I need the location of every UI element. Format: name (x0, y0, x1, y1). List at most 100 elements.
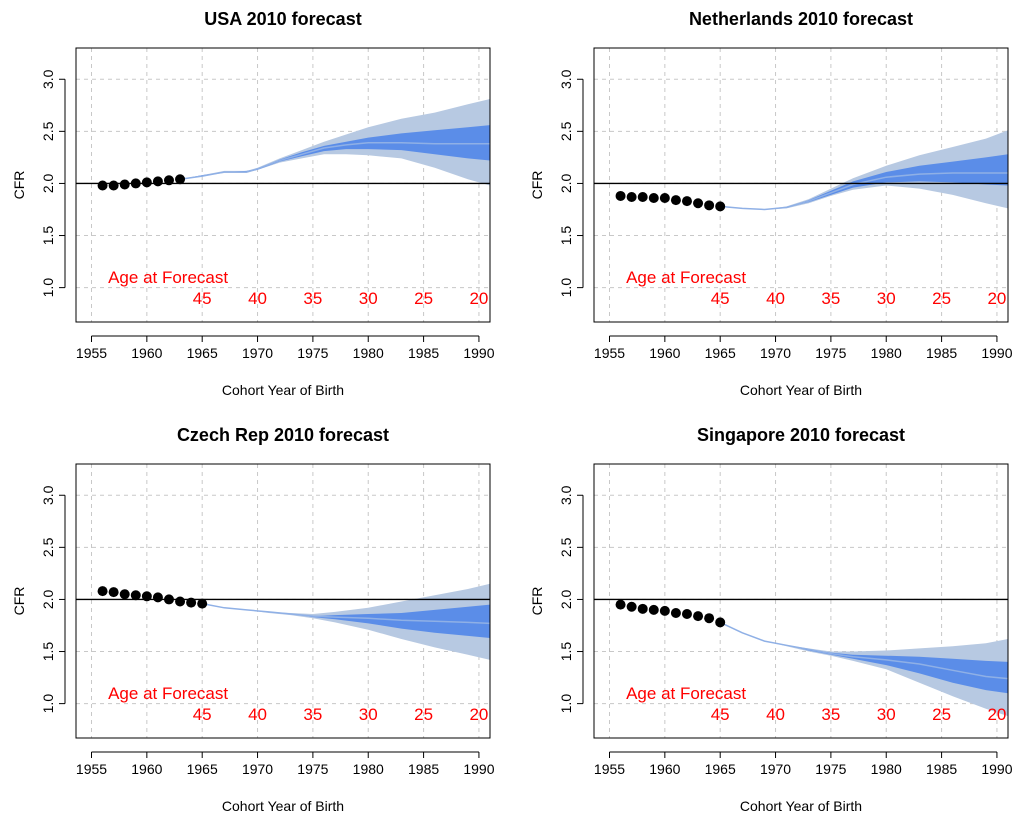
observed-point (141, 177, 152, 188)
observed-point (637, 191, 648, 202)
x-tick-label: 1975 (815, 761, 846, 777)
x-tick-label: 1965 (705, 345, 736, 361)
observed-point (681, 609, 692, 620)
age-value-label: 20 (987, 705, 1006, 724)
observed-point (108, 587, 119, 598)
y-tick-label: 3.0 (40, 485, 56, 505)
x-tick-label: 1990 (463, 761, 494, 777)
observed-point (704, 200, 715, 211)
x-tick-label: 1980 (353, 761, 384, 777)
plot-frame (75, 463, 491, 739)
observed-point (659, 605, 670, 616)
age-value-label: 20 (469, 705, 488, 724)
x-tick-label: 1955 (76, 345, 107, 361)
age-value-label: 30 (877, 705, 896, 724)
observed-point (715, 201, 726, 212)
x-tick-label: 1990 (463, 345, 494, 361)
observed-point (670, 607, 681, 618)
y-tick-label: 2.0 (558, 173, 574, 193)
observed-point (648, 193, 659, 204)
observed-point (715, 617, 726, 628)
observed-point (130, 178, 141, 189)
y-tick-label: 1.0 (40, 278, 56, 298)
y-tick-label: 1.5 (558, 226, 574, 246)
panel-3: Singapore 2010 forecast Age at Forecast 45… (529, 425, 1013, 814)
y-tick-label: 2.5 (558, 537, 574, 557)
x-axis-label: Cohort Year of Birth (740, 382, 862, 398)
age-value-label: 30 (359, 705, 378, 724)
x-tick-label: 1955 (594, 761, 625, 777)
age-value-label: 45 (193, 705, 212, 724)
inner-forecast-band (202, 603, 490, 638)
outer-forecast-band (180, 99, 490, 186)
observed-point (97, 586, 108, 597)
outer-forecast-band (202, 583, 490, 660)
x-tick-label: 1970 (760, 345, 791, 361)
age-value-label: 30 (877, 289, 896, 308)
x-tick-label: 1955 (76, 761, 107, 777)
age-value-label: 20 (469, 289, 488, 308)
age-value-label: 25 (414, 289, 433, 308)
observed-point (119, 589, 130, 600)
y-tick-label: 1.0 (558, 694, 574, 714)
observed-point (152, 176, 163, 187)
age-value-label: 40 (766, 289, 785, 308)
x-tick-label: 1960 (649, 345, 680, 361)
x-tick-label: 1990 (981, 345, 1012, 361)
age-value-label: 20 (987, 289, 1006, 308)
age-value-label: 25 (414, 705, 433, 724)
y-tick-label: 1.5 (558, 642, 574, 662)
age-value-label: 25 (932, 705, 951, 724)
x-tick-label: 1975 (297, 345, 328, 361)
observed-point (108, 180, 119, 191)
y-tick-label: 3.0 (40, 69, 56, 89)
median-forecast-line (179, 142, 490, 181)
panel-title: Czech Rep 2010 forecast (177, 425, 389, 445)
age-at-forecast-label: Age at Forecast (108, 684, 228, 703)
y-axis-label: CFR (529, 171, 545, 200)
panel-2: Czech Rep 2010 forecast Age at Forecast 45… (11, 425, 495, 814)
inner-forecast-band (180, 125, 490, 180)
observed-point (141, 591, 152, 602)
panel-title: Singapore 2010 forecast (697, 425, 905, 445)
observed-point (197, 598, 208, 609)
observed-point (152, 592, 163, 603)
age-value-label: 45 (711, 289, 730, 308)
x-tick-label: 1980 (353, 345, 384, 361)
observed-point (681, 196, 692, 207)
y-tick-label: 2.0 (558, 589, 574, 609)
y-tick-label: 1.5 (40, 642, 56, 662)
age-value-label: 40 (766, 705, 785, 724)
x-axis-label: Cohort Year of Birth (740, 798, 862, 814)
observed-point (693, 611, 704, 622)
x-tick-label: 1970 (242, 761, 273, 777)
plot-frame (75, 47, 491, 323)
x-tick-label: 1985 (408, 345, 439, 361)
y-tick-label: 1.0 (558, 278, 574, 298)
age-value-label: 40 (248, 705, 267, 724)
observed-point (163, 594, 174, 605)
x-tick-label: 1965 (187, 761, 218, 777)
x-tick-label: 1985 (926, 761, 957, 777)
y-tick-label: 1.0 (40, 694, 56, 714)
x-tick-label: 1985 (926, 345, 957, 361)
y-tick-label: 2.5 (558, 121, 574, 141)
y-axis-label: CFR (529, 587, 545, 616)
x-axis-label: Cohort Year of Birth (222, 798, 344, 814)
x-tick-label: 1965 (705, 761, 736, 777)
observed-point (130, 590, 141, 601)
observed-point (626, 601, 637, 612)
age-value-label: 45 (711, 705, 730, 724)
x-tick-label: 1960 (131, 761, 162, 777)
observed-point (659, 193, 670, 204)
y-tick-label: 2.0 (40, 173, 56, 193)
age-at-forecast-label: Age at Forecast (626, 268, 746, 287)
x-tick-label: 1980 (871, 345, 902, 361)
x-tick-label: 1975 (815, 345, 846, 361)
median-forecast-line (719, 621, 1008, 680)
observed-point (648, 604, 659, 615)
panel-title: Netherlands 2010 forecast (689, 9, 913, 29)
x-tick-label: 1980 (871, 761, 902, 777)
plot-frame (593, 47, 1009, 323)
